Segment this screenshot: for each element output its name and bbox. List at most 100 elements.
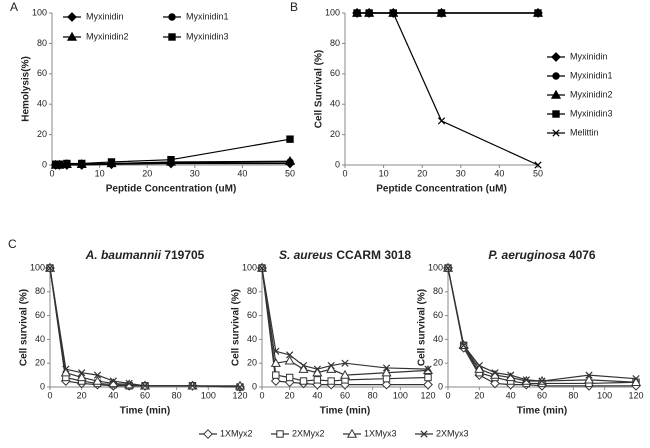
- series-line: [261, 267, 429, 376]
- marker: [46, 264, 54, 272]
- marker: [299, 361, 308, 370]
- legend-label: Myxinidin1: [186, 11, 229, 21]
- x-tick-label: 10: [379, 168, 389, 178]
- legend-label: 1XMyx3: [364, 428, 397, 438]
- panel-label: B: [290, 0, 298, 14]
- title-italic: A. baumannii: [85, 248, 162, 262]
- marker: [270, 376, 281, 386]
- chart-title: A. baumannii 719705: [85, 248, 205, 262]
- y-tick-label: 20: [433, 358, 443, 368]
- marker: [339, 369, 351, 379]
- marker: [92, 375, 103, 385]
- title-rest: 4076: [569, 248, 596, 262]
- y-tick-label: 80: [35, 286, 45, 296]
- marker: [382, 374, 391, 383]
- marker: [474, 363, 485, 373]
- y-tick-label: 40: [433, 334, 443, 344]
- marker: [365, 9, 373, 17]
- legend-marker: [420, 430, 428, 438]
- y-tick-label: 100: [242, 262, 257, 272]
- legend-marker: [552, 110, 560, 118]
- legend-marker: [276, 430, 284, 438]
- marker: [286, 351, 294, 359]
- series-line: [49, 267, 241, 388]
- y-tick-label: 20: [35, 358, 45, 368]
- chart-title: P. aeruginosa 4076: [488, 248, 596, 262]
- series-line: [261, 267, 428, 386]
- marker: [284, 355, 295, 365]
- marker: [78, 369, 86, 377]
- marker: [188, 382, 197, 390]
- legend-marker: [552, 129, 560, 137]
- marker: [60, 367, 71, 377]
- legend-label: Myxinidin2: [86, 31, 129, 41]
- series-line: [261, 267, 429, 370]
- marker: [490, 378, 500, 389]
- x-tick-label: 80: [568, 390, 578, 400]
- legend-marker: [67, 12, 77, 22]
- legend-marker: [550, 89, 562, 99]
- title-rest: CCARM 3018: [336, 248, 411, 262]
- y-tick-label: 80: [247, 286, 257, 296]
- marker: [507, 371, 515, 379]
- y-axis-label: Cell survival (%): [231, 289, 242, 366]
- legend-label: Myxinidin: [570, 51, 608, 61]
- panel-label: A: [10, 0, 18, 14]
- marker: [76, 372, 87, 382]
- marker: [381, 367, 392, 377]
- marker: [313, 376, 322, 384]
- marker: [437, 9, 446, 17]
- y-axis-label: Cell survival (%): [417, 289, 428, 366]
- y-axis-label: Cell survival (%): [19, 289, 30, 366]
- y-tick-label: 20: [330, 129, 340, 139]
- marker: [285, 373, 294, 382]
- marker: [312, 367, 323, 377]
- marker: [107, 158, 116, 166]
- marker: [534, 161, 542, 169]
- marker: [327, 361, 335, 370]
- marker: [286, 135, 294, 143]
- x-tick-label: 0: [49, 168, 54, 178]
- x-tick-label: 0: [342, 168, 347, 178]
- marker: [125, 379, 133, 388]
- x-axis-label: Time (min): [320, 406, 370, 417]
- series-line: [49, 267, 241, 388]
- y-tick-label: 60: [433, 310, 443, 320]
- marker: [236, 383, 244, 391]
- x-tick-label: 20: [474, 390, 484, 400]
- legend-marker: [346, 428, 358, 438]
- title-italic: S. aureus: [279, 248, 333, 262]
- x-tick-label: 20: [417, 168, 427, 178]
- x-tick-label: 40: [506, 390, 516, 400]
- chart-title: S. aureus CCARM 3018: [279, 248, 411, 262]
- x-tick-label: 120: [420, 390, 435, 400]
- y-tick-label: 60: [37, 68, 47, 78]
- legend-label: Myxinidin3: [186, 31, 229, 41]
- marker: [630, 377, 642, 386]
- y-tick-label: 80: [330, 38, 340, 48]
- marker: [326, 363, 337, 373]
- marker: [258, 264, 266, 272]
- marker: [583, 374, 595, 384]
- marker: [460, 341, 468, 349]
- marker: [382, 364, 391, 372]
- x-axis-label: Time (min): [517, 406, 567, 417]
- marker: [62, 365, 70, 373]
- x-tick-label: 30: [190, 168, 200, 178]
- marker: [424, 365, 432, 373]
- y-tick-label: 80: [433, 286, 443, 296]
- marker: [389, 9, 397, 17]
- legend-label: Myxinidin: [86, 11, 124, 21]
- x-tick-label: 50: [285, 168, 295, 178]
- marker: [585, 371, 593, 379]
- legend-label: Myxinidin1: [570, 70, 613, 80]
- marker: [491, 369, 499, 377]
- x-tick-label: 80: [368, 390, 378, 400]
- y-tick-label: 60: [247, 310, 257, 320]
- y-tick-label: 20: [37, 129, 47, 139]
- y-tick-label: 60: [35, 310, 45, 320]
- x-tick-label: 100: [393, 390, 408, 400]
- y-tick-label: 0: [335, 159, 340, 169]
- marker: [272, 371, 280, 379]
